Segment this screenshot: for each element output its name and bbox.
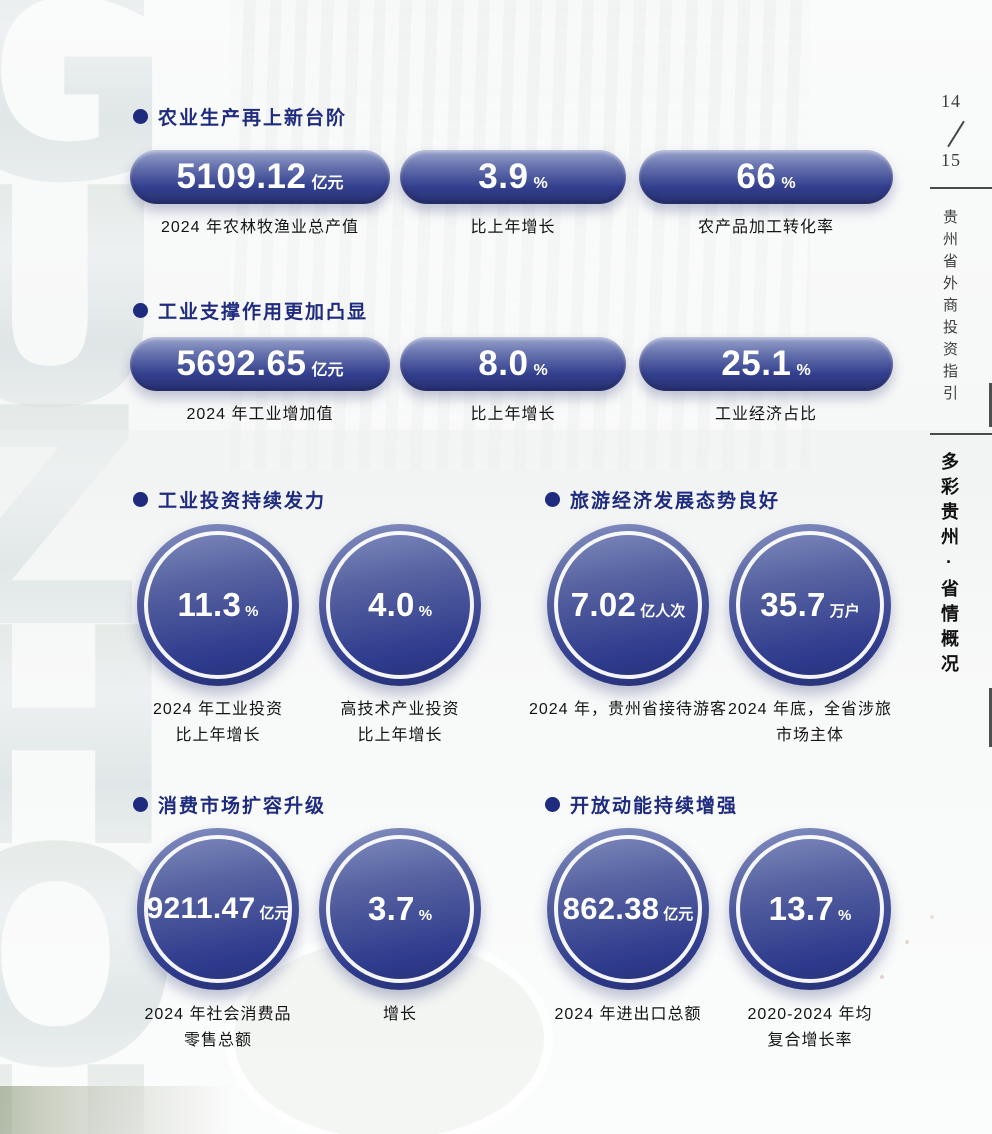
stat-value: 25.1 <box>721 344 792 383</box>
bullet-dot-icon <box>133 797 148 812</box>
caption-line2: 比上年增长 <box>357 727 443 745</box>
stat-caption: 2020-2024 年均 复合增长率 <box>700 1002 920 1055</box>
stat-unit: % <box>533 362 548 379</box>
stat-circle-tourism-entities: 35.7 万户 <box>729 524 891 686</box>
stat-value: 7.02 <box>570 586 637 623</box>
stat-pill-industry-growth: 8.0 % <box>400 337 626 391</box>
stat-caption: 比上年增长 <box>470 406 556 423</box>
stat-unit: 亿元 <box>311 362 344 379</box>
bullet-dot-icon <box>133 109 148 124</box>
stat-unit: % <box>796 362 811 379</box>
stat-unit: % <box>838 907 852 924</box>
stat-pill-agriculture-growth: 3.9 % <box>400 150 626 204</box>
stat-circle-hightech-investment: 4.0 % <box>319 524 481 686</box>
stat-caption: 工业经济占比 <box>714 406 817 423</box>
caption-line1: 2024 年工业投资 <box>152 701 284 718</box>
section-header-consumption: 消费市场扩容升级 <box>133 791 326 818</box>
section-title: 开放动能持续增强 <box>570 796 739 817</box>
bg-photo-waterfall <box>230 0 810 470</box>
stat-caption: 2024 年社会消费品 零售总额 <box>118 1002 318 1055</box>
stat-value: 3.7 <box>367 890 415 927</box>
page-number-bottom: 15 <box>941 150 961 170</box>
stat-circle-trade-total: 862.38 亿元 <box>547 828 709 990</box>
stat-circle-industrial-investment: 11.3 % <box>137 524 299 686</box>
section-header-agriculture: 农业生产再上新台阶 <box>133 103 347 130</box>
stat-pill-agriculture-processing: 66 % <box>639 150 893 204</box>
stat-value: 35.7 <box>760 586 826 623</box>
stat-caption: 2024 年工业投资 比上年增长 <box>118 697 318 750</box>
stat-pill-industry-value: 5692.65 亿元 <box>130 337 390 391</box>
stat-value: 8.0 <box>478 344 529 383</box>
bullet-dot-icon <box>133 303 148 318</box>
stat-circle-retail-sales: 9211.47 亿元 <box>137 828 299 990</box>
stat-unit: 亿人次 <box>640 603 686 620</box>
stat-caption: 2024 年底，全省涉旅 市场主体 <box>700 697 920 750</box>
stat-unit: % <box>418 603 433 620</box>
page-edge-mark-top <box>989 383 992 427</box>
stat-caption: 增长 <box>300 1002 500 1028</box>
stat-value: 4.0 <box>367 586 415 623</box>
caption-line1: 2024 年，贵州省接待游客 <box>528 701 728 718</box>
sidebar-divider-top <box>930 187 992 189</box>
stat-value: 862.38 <box>562 891 660 926</box>
section-title: 农业生产再上新台阶 <box>158 108 348 129</box>
caption-line1: 2020-2024 年均 <box>747 1006 873 1023</box>
section-header-industry: 工业支撑作用更加凸显 <box>133 297 368 324</box>
stat-value: 11.3 <box>177 586 242 623</box>
stat-caption: 2024 年工业增加值 <box>186 406 334 423</box>
stat-value: 3.9 <box>478 157 529 196</box>
stat-value: 66 <box>736 157 777 196</box>
caption-line2: 零售总额 <box>183 1032 252 1050</box>
stat-caption: 2024 年进出口总额 <box>518 1002 738 1028</box>
stat-pill-industry-share: 25.1 % <box>639 337 893 391</box>
bullet-dot-icon <box>133 492 148 507</box>
stat-unit: 亿元 <box>663 906 694 923</box>
stat-value: 5109.12 <box>176 157 307 196</box>
bg-photo-village <box>0 1086 235 1134</box>
stat-value: 5692.65 <box>176 344 307 383</box>
stat-caption: 2024 年，贵州省接待游客 <box>513 697 743 723</box>
bullet-dot-icon <box>545 797 560 812</box>
stat-pill-agriculture-output: 5109.12 亿元 <box>130 150 390 204</box>
section-title: 旅游经济发展态势良好 <box>570 491 781 512</box>
stat-circle-tourist-visits: 7.02 亿人次 <box>547 524 709 686</box>
bullet-dot-icon <box>545 492 560 507</box>
stat-caption: 比上年增长 <box>470 219 556 236</box>
caption-line1: 2024 年底，全省涉旅 <box>727 701 893 718</box>
caption-line1: 2024 年进出口总额 <box>554 1006 702 1023</box>
stat-unit: 亿元 <box>311 175 344 192</box>
caption-line1: 2024 年社会消费品 <box>144 1006 292 1023</box>
stat-unit: 万户 <box>829 603 860 620</box>
stat-value: 9211.47 <box>146 892 256 925</box>
section-title: 消费市场扩容升级 <box>158 796 327 817</box>
stat-unit: % <box>418 907 433 924</box>
stat-caption: 高技术产业投资 比上年增长 <box>300 697 500 750</box>
section-header-openness: 开放动能持续增强 <box>545 791 738 818</box>
caption-line2: 比上年增长 <box>175 727 261 745</box>
section-header-tourism: 旅游经济发展态势良好 <box>545 486 780 513</box>
page-number-slash <box>947 120 965 148</box>
stat-value: 13.7 <box>768 890 835 927</box>
stat-unit: 亿元 <box>259 905 290 922</box>
section-title: 工业支撑作用更加凸显 <box>158 302 369 323</box>
caption-line2: 市场主体 <box>775 727 844 745</box>
sidebar-divider-bottom <box>930 433 992 435</box>
chapter-title-vertical: 多彩贵州·省情概况 <box>939 452 959 679</box>
caption-line1: 增长 <box>382 1006 417 1023</box>
stat-unit: % <box>781 175 796 192</box>
stat-caption: 农产品加工转化率 <box>697 219 834 236</box>
page-number-top: 14 <box>941 91 961 111</box>
page-edge-mark-bottom <box>989 688 992 747</box>
section-title: 工业投资持续发力 <box>158 491 327 512</box>
stat-unit: % <box>533 175 548 192</box>
stat-caption: 2024 年农林牧渔业总产值 <box>160 219 360 236</box>
caption-line1: 高技术产业投资 <box>340 701 460 718</box>
stat-circle-cagr: 13.7 % <box>729 828 891 990</box>
caption-line2: 复合增长率 <box>767 1032 853 1050</box>
stat-circle-retail-growth: 3.7 % <box>319 828 481 990</box>
section-header-industrial-investment: 工业投资持续发力 <box>133 486 326 513</box>
doc-title-vertical: 贵州省外商投资指引 <box>941 209 958 407</box>
stat-unit: % <box>245 603 259 620</box>
